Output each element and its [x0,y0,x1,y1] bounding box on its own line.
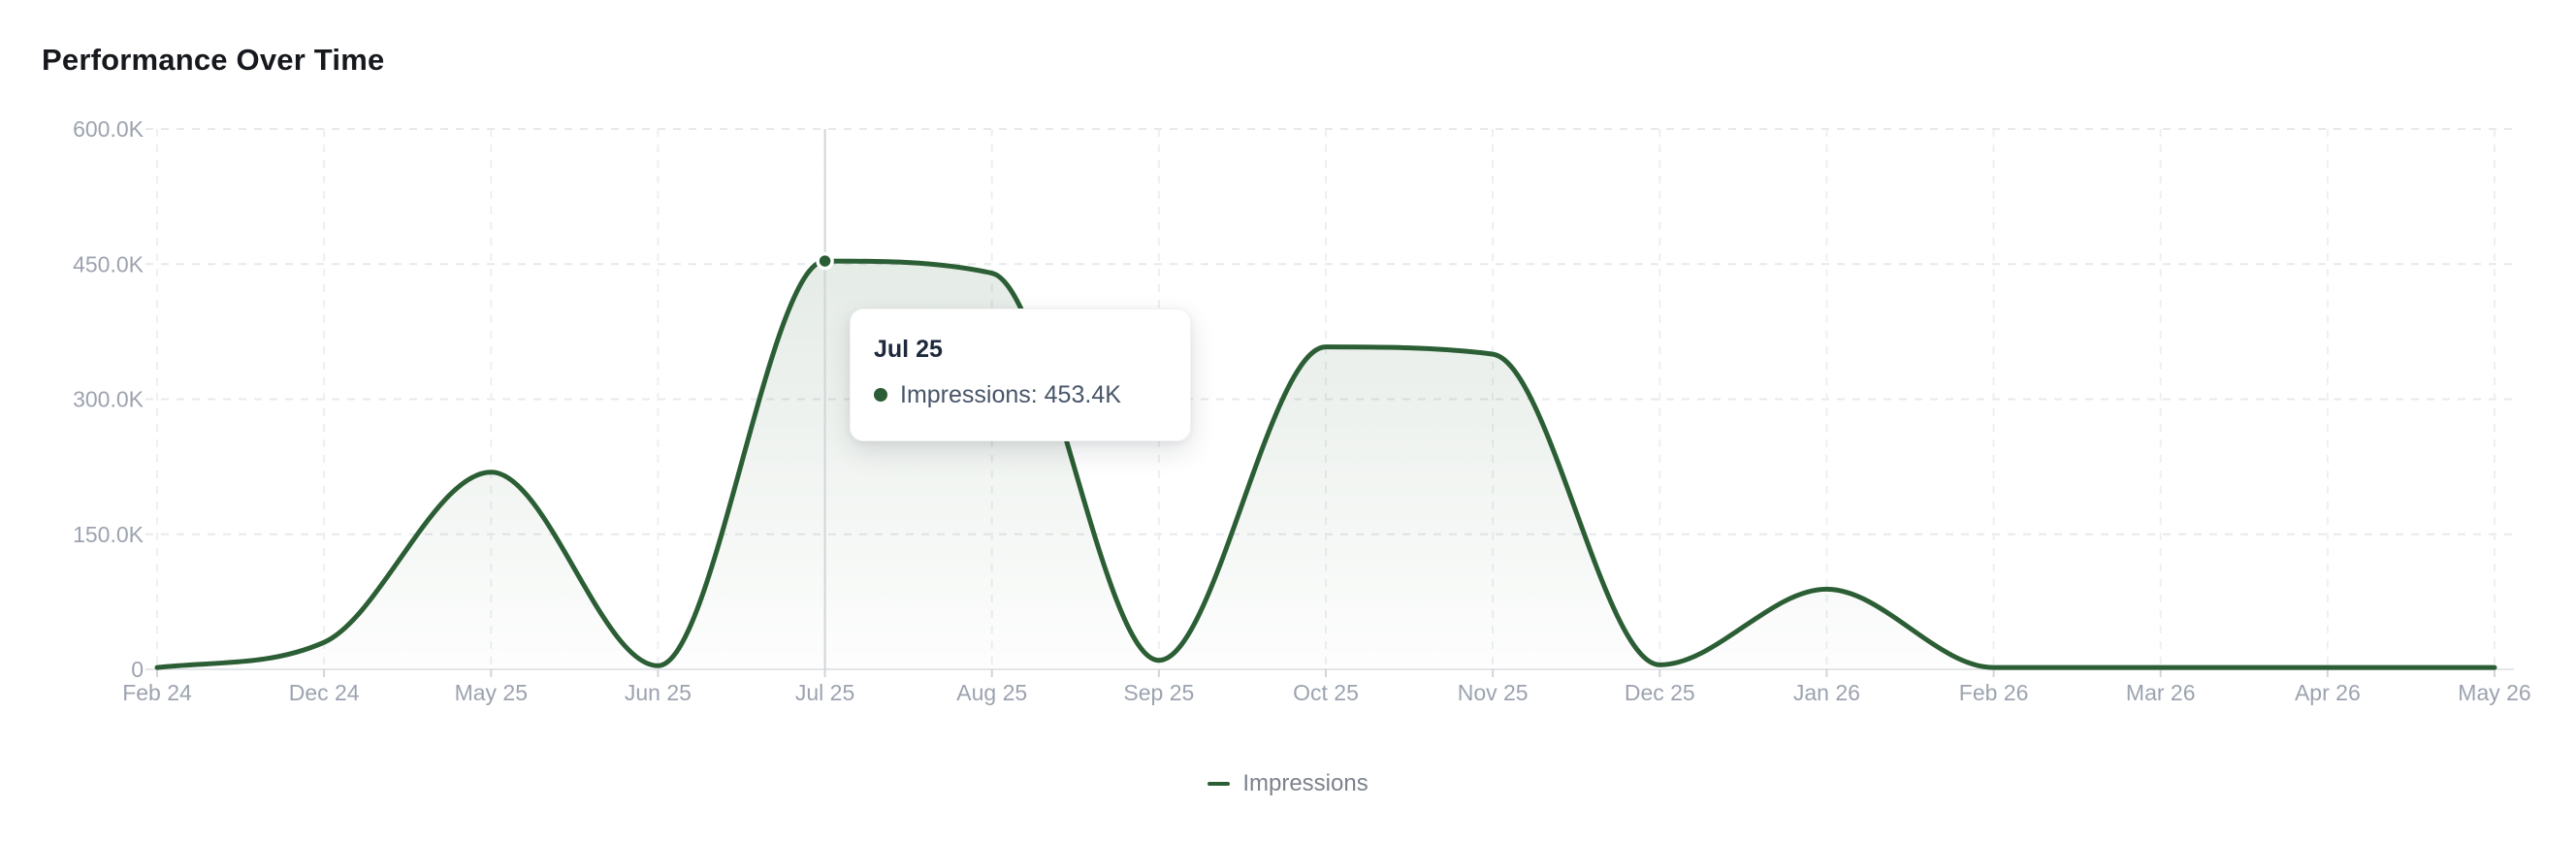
series-dot-icon [874,388,887,402]
x-axis-label: Aug 25 [956,680,1027,705]
y-axis-label: 300.0K [73,387,145,412]
active-point-marker[interactable] [816,251,834,271]
y-axis-label: 0 [131,657,144,682]
x-axis-label: Oct 25 [1293,680,1359,705]
x-axis-label: Nov 25 [1458,680,1529,705]
legend: Impressions [0,770,2576,797]
tooltip-row: Impressions: 453.4K [874,380,1167,409]
y-axis-label: 450.0K [73,251,145,276]
x-axis-label: Dec 25 [1625,680,1695,705]
x-axis-label: Jan 26 [1793,680,1860,705]
x-axis-label: Sep 25 [1123,680,1194,705]
y-axis-label: 600.0K [73,116,145,142]
impressions-area-fill [157,261,2495,669]
x-axis-label: Feb 24 [122,680,192,705]
legend-item-impressions[interactable]: Impressions [1208,770,1368,797]
tooltip-value: Impressions: 453.4K [900,381,1121,408]
x-axis-label: Jun 25 [625,680,692,705]
x-axis-label: Jul 25 [795,680,854,705]
x-axis-label: May 25 [455,680,528,705]
legend-label: Impressions [1242,770,1368,796]
y-axis-label: 150.0K [73,522,145,547]
x-axis-label: Apr 26 [2295,680,2361,705]
x-axis-label: Feb 26 [1959,680,2029,705]
tooltip-title: Jul 25 [874,336,943,363]
impressions-line[interactable] [154,258,2497,670]
tooltip: Jul 25 Impressions: 453.4K [850,308,1191,441]
x-axis-label: Mar 26 [2126,680,2196,705]
page-title: Performance Over Time [42,43,385,77]
x-axis-label: Dec 24 [289,680,360,705]
x-axis-label: May 26 [2458,680,2530,705]
legend-line-icon [1208,782,1231,786]
